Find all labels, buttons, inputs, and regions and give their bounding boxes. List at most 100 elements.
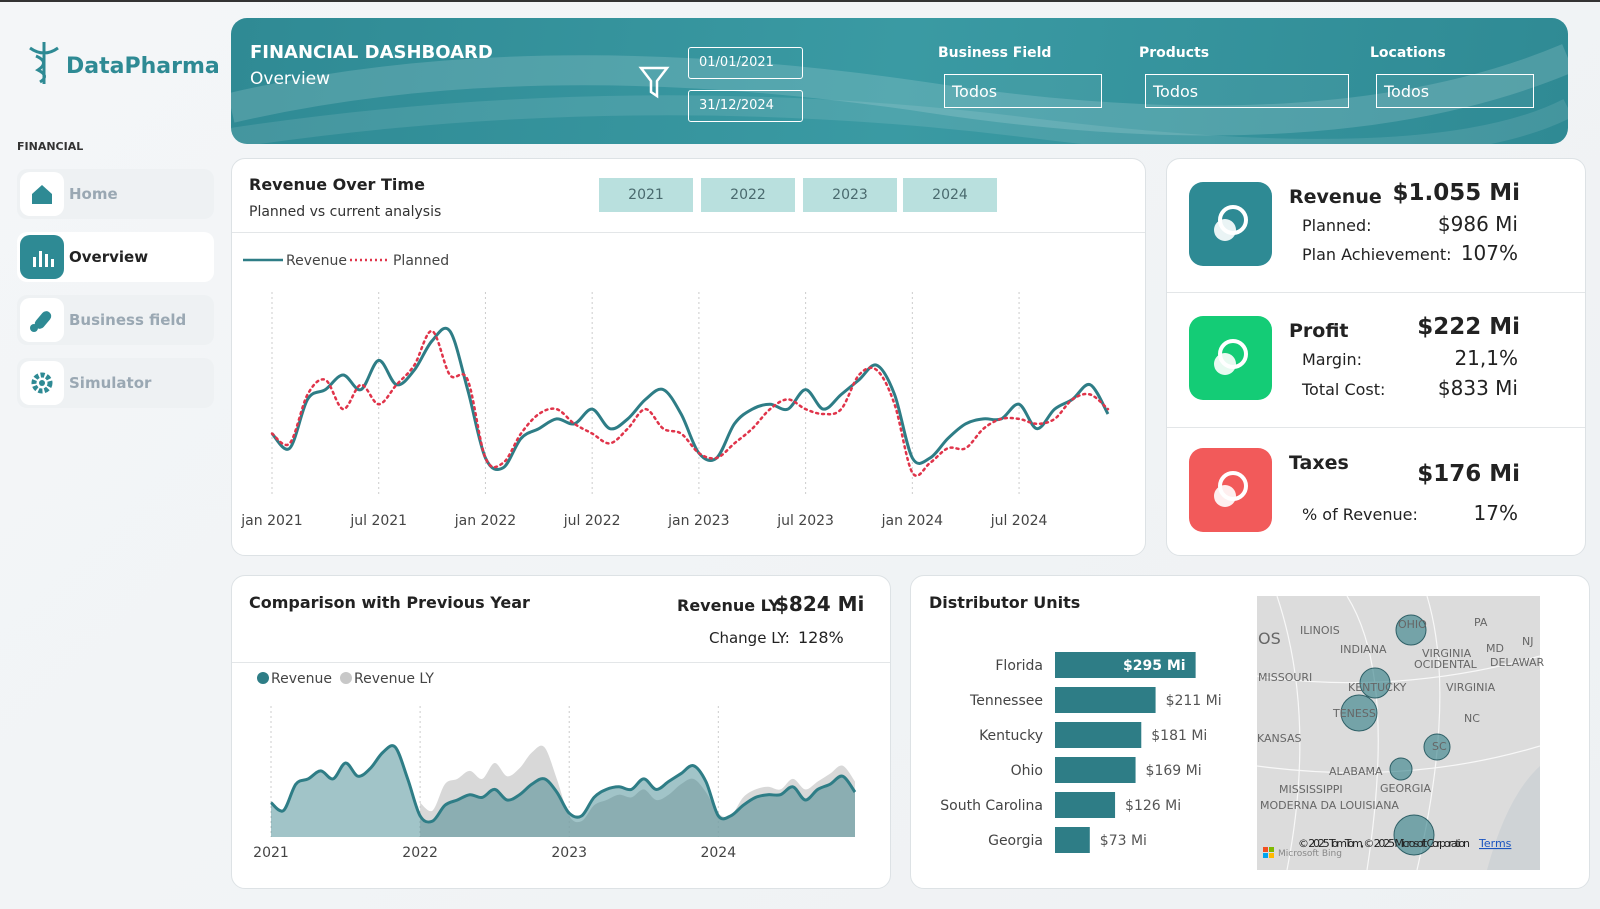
data-label: $126 Mi (1125, 798, 1181, 814)
x-tick-label: jan 2021 (240, 513, 302, 529)
map-label: NC (1464, 712, 1480, 725)
map-bubble (1340, 694, 1378, 732)
data-label: $295 Mi (1123, 658, 1186, 674)
logo-icon (29, 42, 59, 84)
brand: DataPharma (66, 54, 220, 79)
map-bubble (1389, 757, 1413, 781)
map-label: VIRGINIA (1446, 681, 1496, 694)
map-label: MISSOURI (1258, 671, 1312, 684)
legend-label: Revenue LY (354, 671, 434, 687)
x-tick-label: jan 2023 (667, 513, 729, 529)
year-button[interactable]: 2022 (701, 178, 795, 212)
x-tick-label: 2023 (551, 845, 587, 861)
kpi-row-value: $833 Mi (1437, 376, 1518, 400)
map-bubble (1393, 814, 1435, 856)
map-label: MD (1486, 642, 1504, 655)
date-text: 31/12/2024 (699, 98, 774, 113)
x-tick-label: 2022 (402, 845, 438, 861)
kpi-row-label: Plan Achievement: (1302, 245, 1452, 264)
kpi-row-label: Planned: (1302, 216, 1372, 235)
map-label: SC (1432, 740, 1447, 753)
map-label: MISSISSIPPI (1279, 783, 1343, 796)
card-title: Comparison with Previous Year (249, 593, 530, 612)
nav-overview[interactable]: Overview (17, 232, 214, 282)
nav-label: Simulator (69, 374, 152, 392)
map-logo (1263, 853, 1268, 858)
card-subtitle: Planned vs current analysis (249, 204, 442, 220)
series-area (420, 745, 855, 837)
map-label: OHIO (1398, 618, 1427, 631)
bar (1055, 792, 1116, 818)
map-terms: Terms (1478, 837, 1512, 850)
map-label: MODERNA DA LOUISIANA (1260, 799, 1399, 812)
map-label: OS (1258, 629, 1281, 648)
map-logo (1269, 847, 1274, 852)
legend-swatch (339, 672, 352, 684)
x-tick-label: 2024 (700, 845, 736, 861)
map-logo (1263, 847, 1268, 852)
nav-business-field[interactable]: Business field (17, 295, 214, 345)
legend-label: Planned (393, 253, 449, 269)
nav-home[interactable]: Home (17, 169, 214, 219)
map-label: NJ (1522, 635, 1533, 648)
map-label: KENTUCKY (1348, 681, 1407, 694)
y-tick-label: Florida (995, 658, 1043, 674)
year-button[interactable]: 2021 (599, 178, 693, 212)
date-to[interactable]: 31/12/2024 (688, 90, 803, 122)
map-bubble (1423, 733, 1451, 761)
revenue-card (231, 158, 1146, 556)
kpi-value: $1.055 Mi (1392, 180, 1520, 206)
kpi-title: Revenue (1289, 186, 1382, 208)
date-from[interactable]: 01/01/2021 (688, 47, 803, 79)
map-attribution: © 2025 TomTom, © 2025 Microsoft Corporat… (1298, 837, 1470, 850)
kpi-icon (1189, 182, 1272, 266)
kpi-row-value: 21,1% (1454, 346, 1518, 370)
x-tick-label: jul 2021 (349, 513, 407, 529)
map-bubble (1359, 667, 1391, 699)
bar (1055, 687, 1156, 713)
nav-label: Overview (69, 248, 149, 266)
map-logo (1269, 853, 1274, 858)
y-tick-label: Tennessee (969, 693, 1043, 709)
map-bubble (1395, 614, 1427, 646)
x-tick-label: jul 2023 (776, 513, 834, 529)
card-title: Distributor Units (929, 593, 1081, 612)
dropdown[interactable]: Todos (1145, 74, 1349, 108)
map-label: DELAWAR (1490, 656, 1545, 669)
map-label: INDIANA (1340, 643, 1387, 656)
kpi-value: $176 Mi (1417, 461, 1520, 487)
kpi-row-label: Total Cost: (1302, 380, 1386, 399)
kpi-row-value: 107% (1460, 241, 1518, 265)
map-label: ALABAMA (1329, 765, 1383, 778)
x-tick-label: jan 2022 (454, 513, 516, 529)
nav-label: Home (69, 185, 118, 203)
kpi-row-value: 17% (1473, 501, 1518, 525)
legend-label: Revenue (271, 671, 332, 687)
bar (1055, 827, 1090, 853)
dropdown[interactable]: Todos (944, 74, 1102, 108)
change-value: 128% (798, 628, 844, 647)
series-line (270, 744, 857, 824)
bar (1055, 652, 1196, 678)
kpi-icon (1189, 316, 1272, 400)
y-tick-label: Ohio (1011, 763, 1043, 779)
date-text: 01/01/2021 (699, 55, 774, 70)
nav-simulator[interactable]: Simulator (17, 358, 214, 408)
year-button[interactable]: 2024 (903, 178, 997, 212)
kpi-label: Revenue LY (677, 596, 780, 615)
legend-label: Revenue (286, 253, 347, 269)
y-tick-label: Kentucky (979, 728, 1043, 744)
map-label: ILINOIS (1300, 624, 1340, 637)
dropdown[interactable]: Todos (1376, 74, 1534, 108)
year-button[interactable]: 2023 (803, 178, 897, 212)
legend-swatch (257, 672, 269, 684)
filter-icon[interactable] (638, 64, 670, 100)
bar (1055, 722, 1142, 748)
header-subtitle: Overview (250, 69, 331, 89)
bar (1055, 757, 1136, 783)
dropdown-value: Todos (952, 82, 998, 101)
section-label: FINANCIAL (17, 140, 84, 153)
kpi-row-label: % of Revenue: (1302, 505, 1418, 524)
